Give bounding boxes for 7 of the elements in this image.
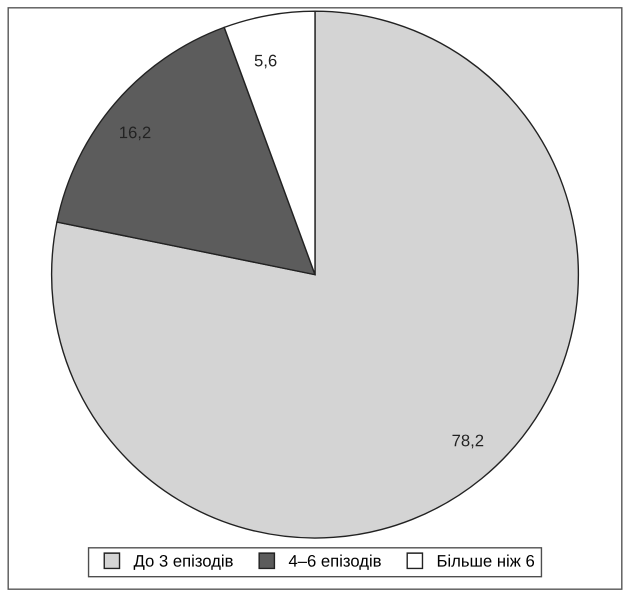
- legend-label: Більше ніж 6: [438, 554, 534, 567]
- legend-label: 4–6 епізодів: [288, 554, 381, 570]
- data-label: 16,2: [120, 126, 150, 140]
- data-label: 78,2: [452, 434, 484, 448]
- data-label: 5,6: [254, 54, 276, 68]
- pie-slice: [50, 10, 580, 539]
- legend-label: До 3 епізодів: [134, 554, 233, 570]
